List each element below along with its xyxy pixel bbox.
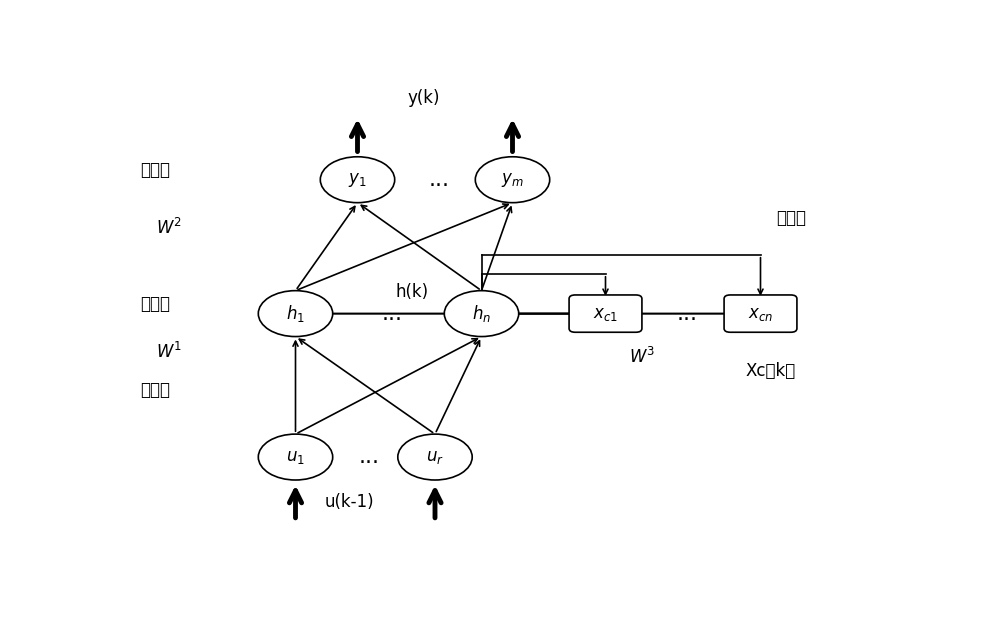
Text: $h_1$: $h_1$ <box>286 303 305 324</box>
Circle shape <box>320 156 395 202</box>
Circle shape <box>398 434 472 480</box>
Text: $u_r$: $u_r$ <box>426 448 444 466</box>
Text: $W^3$: $W^3$ <box>629 347 655 366</box>
Text: 承接层: 承接层 <box>776 209 806 227</box>
Text: $W^2$: $W^2$ <box>156 217 182 238</box>
Text: $u_1$: $u_1$ <box>286 448 305 466</box>
Circle shape <box>258 291 333 337</box>
Text: $x_{cn}$: $x_{cn}$ <box>748 305 773 322</box>
Text: ...: ... <box>676 304 697 324</box>
Circle shape <box>258 434 333 480</box>
Text: $h_n$: $h_n$ <box>472 303 491 324</box>
Text: $y_1$: $y_1$ <box>348 171 367 189</box>
Text: $x_{c1}$: $x_{c1}$ <box>593 305 618 322</box>
Text: y(k): y(k) <box>407 89 440 107</box>
Text: $W^1$: $W^1$ <box>156 342 182 362</box>
Text: ...: ... <box>359 447 380 467</box>
FancyBboxPatch shape <box>569 295 642 332</box>
Text: h(k): h(k) <box>395 283 428 301</box>
Text: Xc（k）: Xc（k） <box>745 362 795 380</box>
Text: ...: ... <box>428 170 449 190</box>
Text: $y_m$: $y_m$ <box>501 171 524 189</box>
Circle shape <box>475 156 550 202</box>
Text: 隐含层: 隐含层 <box>140 295 170 313</box>
FancyBboxPatch shape <box>724 295 797 332</box>
Text: u(k-1): u(k-1) <box>325 494 375 512</box>
Text: 输入层: 输入层 <box>140 381 170 399</box>
Text: ...: ... <box>382 304 403 324</box>
Text: 输出层: 输出层 <box>140 161 170 179</box>
Circle shape <box>444 291 519 337</box>
